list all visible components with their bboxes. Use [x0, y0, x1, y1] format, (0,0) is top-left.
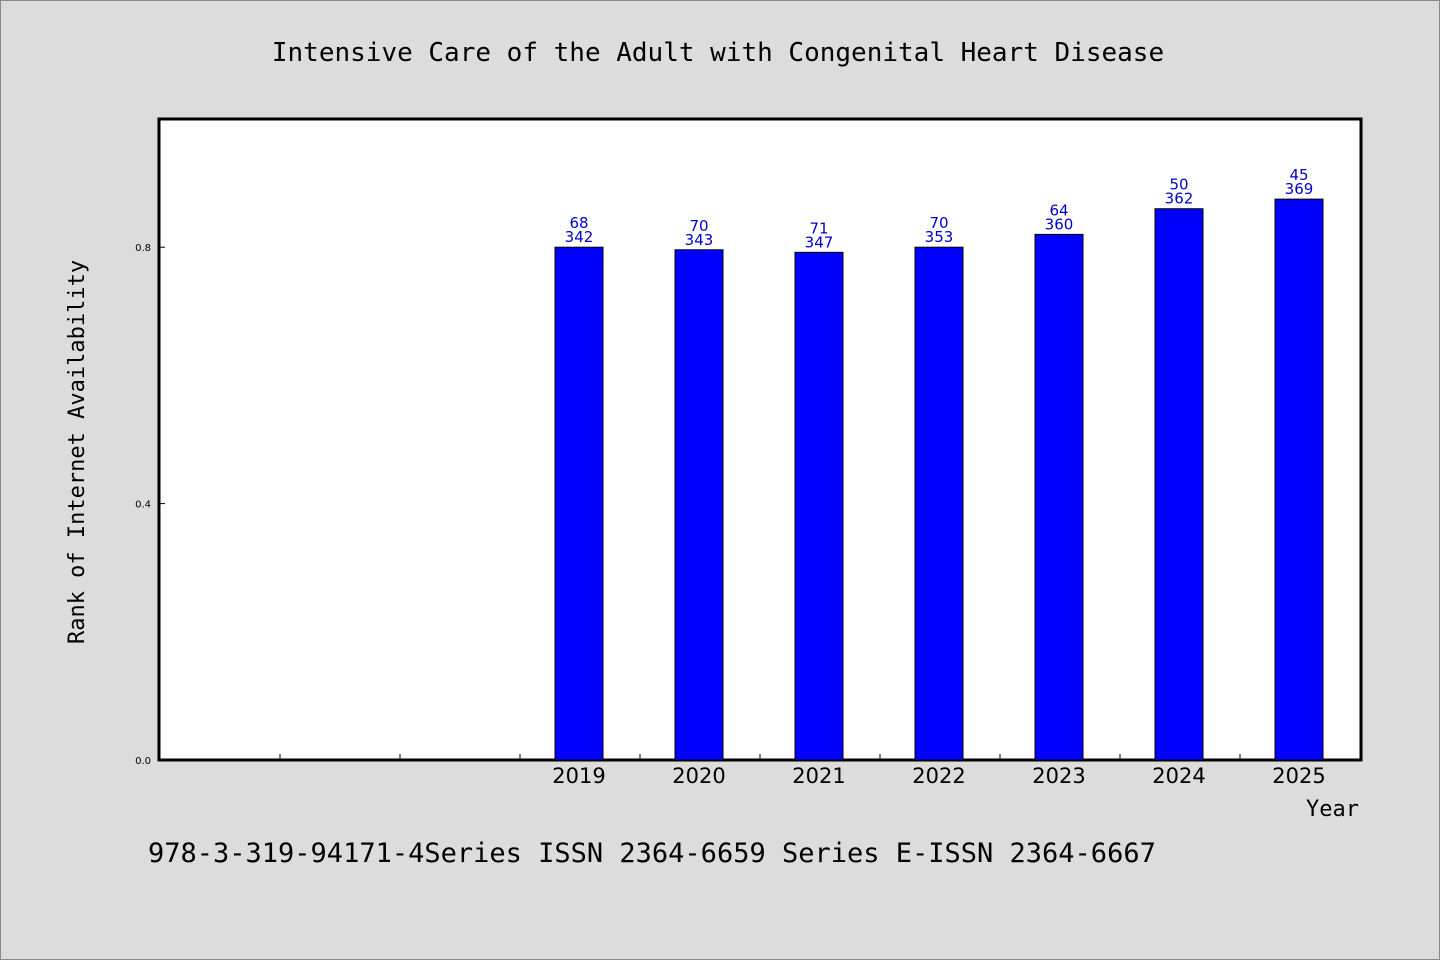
bar-2025	[1274, 198, 1324, 761]
x-tick-label: 2025	[1272, 764, 1325, 788]
chart-title: Intensive Care of the Adult with Congeni…	[272, 38, 1164, 68]
bar-label-top: 70	[689, 217, 708, 235]
bar-label-top: 64	[1049, 201, 1068, 219]
y-tick-label: 0.0	[135, 756, 151, 767]
bar-label-bottom: 342	[565, 228, 594, 246]
bar-label-bottom: 343	[685, 231, 714, 249]
bar-label-bottom: 360	[1045, 215, 1074, 233]
bar-2019	[554, 246, 604, 761]
bar-2022	[914, 246, 964, 761]
y-tick-label: 0.4	[135, 500, 151, 511]
x-tick-label: 2020	[672, 764, 725, 788]
y-axis: 0.0 0.4 0.8	[135, 243, 165, 767]
bar-label-top: 71	[809, 219, 828, 237]
bar-2023	[1034, 233, 1084, 761]
bar-2020	[674, 249, 724, 761]
x-tick-label: 2024	[1152, 764, 1205, 788]
bar-label-bottom: 353	[925, 228, 954, 246]
bar-label-top: 70	[929, 214, 948, 232]
footnote: 978-3-319-94171-4Series ISSN 2364-6659 S…	[148, 838, 1156, 869]
bar-2021	[794, 251, 844, 761]
x-axis-title: Year	[1306, 797, 1359, 822]
y-axis-title: Rank of Internet Availability	[65, 260, 90, 644]
bars-group	[554, 198, 1324, 761]
x-tick-label: 2023	[1032, 764, 1085, 788]
bar-2024	[1154, 208, 1204, 761]
bar-label-top: 68	[569, 214, 588, 232]
bar-label-top: 45	[1289, 166, 1308, 184]
bar-label-bottom: 347	[805, 233, 834, 251]
bar-label-bottom: 362	[1165, 190, 1194, 208]
x-tick-label: 2019	[552, 764, 605, 788]
y-tick-label: 0.8	[135, 243, 151, 254]
x-tick-label: 2022	[912, 764, 965, 788]
bar-label-bottom: 369	[1285, 180, 1314, 198]
x-axis: 2019 2020 2021 2022 2023 2024 2025	[279, 754, 1326, 788]
x-tick-label: 2021	[792, 764, 845, 788]
bar-label-top: 50	[1169, 176, 1188, 194]
